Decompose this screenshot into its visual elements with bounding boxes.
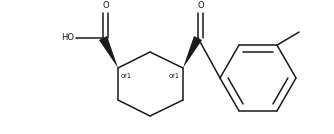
Polygon shape — [183, 36, 202, 68]
Text: O: O — [102, 1, 109, 10]
Text: or1: or1 — [121, 73, 132, 79]
Text: HO: HO — [61, 34, 74, 42]
Polygon shape — [99, 36, 118, 68]
Text: O: O — [197, 1, 204, 10]
Text: or1: or1 — [169, 73, 180, 79]
